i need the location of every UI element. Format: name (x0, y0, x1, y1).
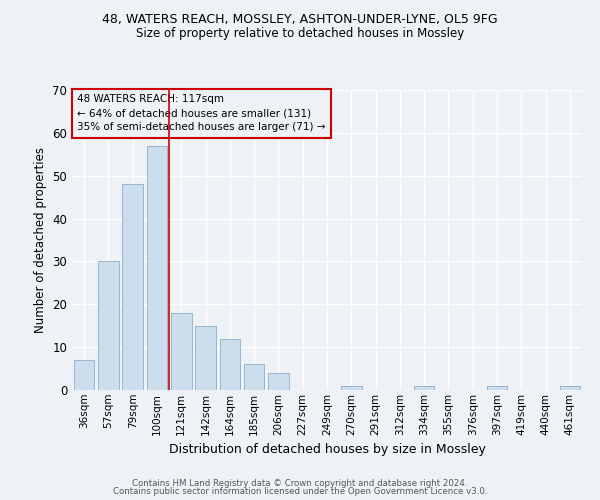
Bar (98, 262, 119, 390)
Bar (244, 364, 265, 390)
Text: Contains HM Land Registry data © Crown copyright and database right 2024.: Contains HM Land Registry data © Crown c… (132, 478, 468, 488)
Y-axis label: Number of detached properties: Number of detached properties (34, 147, 47, 333)
Bar (560, 386, 580, 390)
Bar (341, 386, 362, 390)
Text: Contains public sector information licensed under the Open Government Licence v3: Contains public sector information licen… (113, 487, 487, 496)
Bar (268, 373, 289, 390)
Bar (220, 338, 240, 390)
Bar (122, 184, 143, 390)
X-axis label: Distribution of detached houses by size in Mossley: Distribution of detached houses by size … (169, 443, 485, 456)
Bar (146, 146, 167, 390)
Text: Size of property relative to detached houses in Mossley: Size of property relative to detached ho… (136, 28, 464, 40)
Text: 48 WATERS REACH: 117sqm
← 64% of detached houses are smaller (131)
35% of semi-d: 48 WATERS REACH: 117sqm ← 64% of detache… (77, 94, 326, 132)
Bar (74, 360, 94, 390)
Bar (171, 313, 191, 390)
Bar (487, 386, 508, 390)
Text: 48, WATERS REACH, MOSSLEY, ASHTON-UNDER-LYNE, OL5 9FG: 48, WATERS REACH, MOSSLEY, ASHTON-UNDER-… (102, 12, 498, 26)
Bar (414, 386, 434, 390)
Bar (195, 326, 216, 390)
